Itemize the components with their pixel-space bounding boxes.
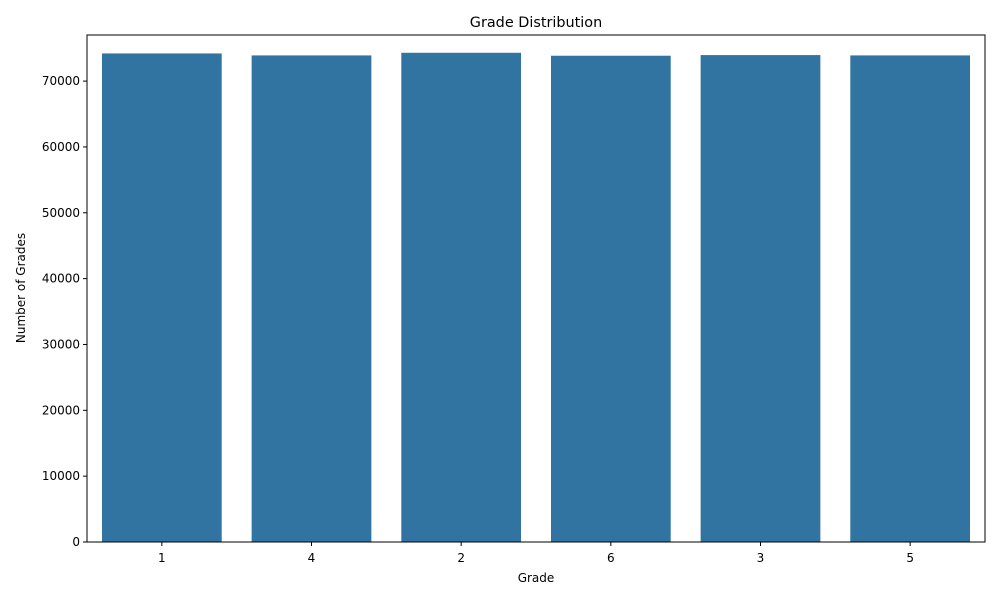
y-tick-label: 0 [72,535,80,549]
x-tick-label: 5 [906,551,914,565]
x-axis-ticks: 1 4 2 6 3 5 [158,542,914,565]
bar-grade-1 [101,53,222,542]
x-tick-label: 1 [158,551,166,565]
bar-grade-3 [700,55,821,542]
x-tick-label: 2 [457,551,465,565]
bar-grade-5 [850,55,971,542]
y-tick-label: 10000 [42,469,80,483]
x-axis-label: Grade [518,571,555,585]
bars-layer [101,52,971,543]
x-tick-label: 6 [607,551,615,565]
bar-grade-4 [251,55,372,542]
x-tick-label: 4 [308,551,316,565]
bar-grade-6 [550,55,671,543]
y-tick-label: 60000 [42,140,80,154]
x-tick-label: 3 [757,551,765,565]
y-tick-label: 20000 [42,403,80,417]
y-tick-label: 40000 [42,272,80,286]
chart-title: Grade Distribution [470,15,602,31]
y-tick-label: 30000 [42,337,80,351]
y-axis-label: Number of Grades [14,233,28,343]
y-tick-label: 70000 [42,74,80,88]
y-tick-label: 50000 [42,206,80,220]
y-axis-ticks: 0 10000 20000 30000 40000 50000 60000 70000 [42,74,87,549]
bar-grade-2 [401,52,522,542]
plot-frame [86,34,986,543]
